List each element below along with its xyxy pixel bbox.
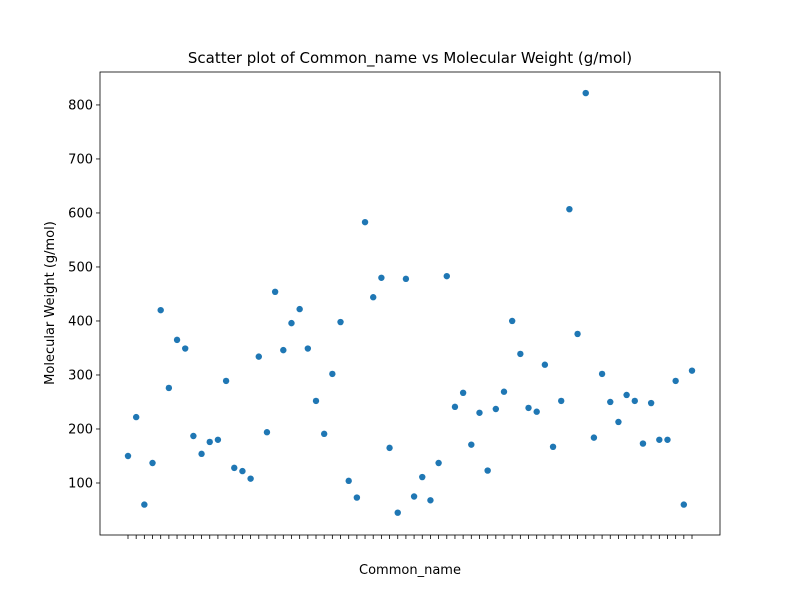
point [615,418,622,426]
point [508,317,516,325]
point [173,336,181,344]
point [247,475,254,482]
y-axis-label: Molecular Weight (g/mol) [43,221,58,385]
plot-frame [99,71,721,536]
point [239,467,246,475]
point [664,436,671,443]
point [517,350,524,358]
point [558,397,565,405]
point [492,405,500,413]
y-tick-label: 400 [68,314,93,329]
point [345,477,352,485]
y-tick-label: 500 [68,260,93,275]
point [149,459,156,467]
point [688,367,696,374]
y-tick-label: 200 [68,422,93,437]
point [182,345,189,352]
point [598,370,606,378]
point [549,443,557,451]
point [378,274,385,281]
point [353,494,361,501]
point [214,436,222,443]
chart-title: Scatter plot of Common_name vs Molecular… [188,49,632,68]
point [672,377,679,385]
point [566,205,573,213]
point [402,275,410,283]
point [500,388,508,395]
point [329,370,336,378]
point [631,397,638,405]
point [451,403,459,411]
point [468,441,475,448]
point [656,436,663,443]
point [680,501,688,508]
point [647,399,655,407]
point [206,438,213,446]
point [288,319,295,327]
point [361,218,369,226]
point [231,464,238,472]
point [312,397,320,405]
point [435,459,442,467]
point [623,391,630,399]
point [639,440,647,447]
point [190,432,197,440]
point [607,398,614,406]
x-axis-label: Common_name [359,563,461,578]
point [370,294,377,301]
point [590,434,598,441]
point [263,429,271,436]
point [157,306,164,314]
point [141,501,148,508]
y-tick-label: 600 [68,206,93,221]
y-tick-label: 700 [68,152,93,167]
point [541,361,549,368]
point [296,305,303,313]
point [582,89,589,97]
point [419,473,426,481]
y-tick-label: 100 [68,476,93,491]
point [427,497,434,504]
point [484,467,491,474]
point [459,389,467,397]
y-tick-label: 800 [68,98,93,113]
point [394,509,401,516]
point [574,330,581,338]
point [198,450,205,458]
point [255,353,262,360]
point [320,430,328,438]
point [280,346,287,354]
point [525,404,532,412]
point [124,452,132,460]
point [386,444,393,452]
point [271,288,279,296]
point [304,345,312,352]
point [533,408,540,415]
point [410,493,418,500]
point [443,272,450,280]
point [337,318,344,326]
point [132,413,140,421]
point [222,377,230,385]
point [476,409,483,416]
y-tick-label: 300 [68,368,93,383]
point [165,384,173,392]
